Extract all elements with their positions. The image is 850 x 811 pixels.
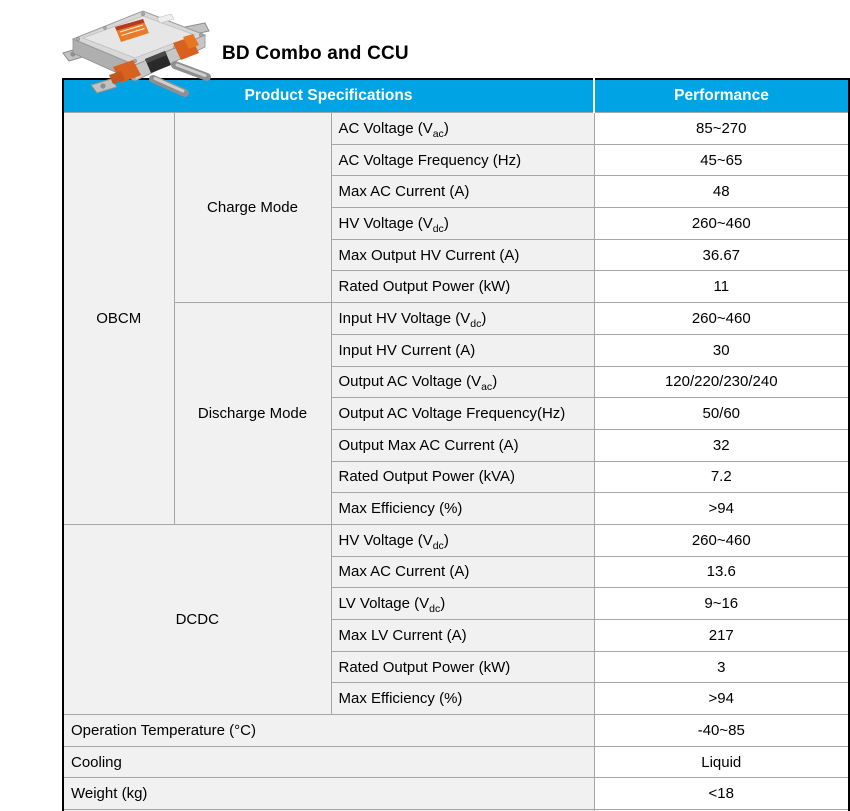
- spec-name-cell: AC Voltage Frequency (Hz): [330, 143, 595, 177]
- page-title: BD Combo and CCU: [222, 43, 409, 64]
- spec-name-cell: Max AC Current (A): [330, 175, 595, 209]
- spec-row: Input HV Current (A) 30: [63, 333, 850, 367]
- hv-connector-left: [109, 60, 141, 84]
- spec-row: Max Efficiency (%) >94: [63, 492, 850, 525]
- spec-value-cell: 45~65: [593, 143, 850, 177]
- spec-name-cell: Max Output HV Current (A): [330, 238, 595, 272]
- spec-row: DCDC HV Voltage (Vdc) 260~460: [62, 523, 850, 716]
- spec-row: Operation Temperature (°C) -40~85: [62, 714, 850, 747]
- spec-row: Cooling Liquid: [62, 745, 850, 779]
- group-cell-dcdc: DCDC: [62, 523, 332, 716]
- spec-row: Output AC Voltage (Vac) 120/220/230/240: [63, 365, 850, 399]
- spec-name-cell: Rated Output Power (kW): [330, 270, 595, 304]
- spec-row: Discharge Mode Input HV Voltage (Vdc) 260~…: [63, 302, 850, 525]
- spec-name-cell: HV Voltage (Vdc): [330, 207, 595, 240]
- spec-name-cell: Output AC Voltage (Vac): [330, 365, 595, 399]
- spec-name-cell: Max Efficiency (%): [330, 492, 595, 525]
- spec-name-cell: AC Voltage (Vac): [330, 112, 595, 145]
- spec-row: Rated Output Power (kVA) 7.2: [63, 460, 850, 494]
- subgroup-cell-charge-mode: Charge Mode: [173, 111, 332, 304]
- spec-row: Rated Output Power (kW) 11: [63, 270, 850, 304]
- hv-connector-right: [173, 34, 199, 60]
- spec-value-cell: Liquid: [593, 745, 850, 779]
- spec-value-cell: 9~16: [593, 587, 850, 620]
- spec-value-cell: 3: [593, 650, 850, 684]
- spec-name-cell: Operation Temperature (°C): [62, 714, 595, 747]
- spec-name-cell: Dimension LxWxH (mm): [62, 809, 595, 811]
- spec-name-cell: Weight (kg): [62, 777, 595, 811]
- spec-row: AC Voltage Frequency (Hz) 45~65: [63, 143, 850, 177]
- spec-row: HV Voltage (Vdc) 260~460: [63, 207, 850, 240]
- spec-value-cell: 85~270: [593, 112, 850, 145]
- subgroup-cell-discharge-mode: Discharge Mode: [173, 302, 332, 525]
- spec-value-cell: 36.67: [593, 238, 850, 272]
- spec-name-cell: Rated Output Power (kW): [330, 650, 595, 684]
- spec-value-cell: 13.6: [593, 555, 850, 589]
- spec-name-cell: Max Efficiency (%): [330, 682, 595, 716]
- spec-row: Output Max AC Current (A) 32: [63, 428, 850, 462]
- spec-name-cell: Max AC Current (A): [330, 555, 595, 589]
- spec-value-cell: 32: [593, 428, 850, 462]
- spec-value-cell: 30: [593, 333, 850, 367]
- spec-sticker: [156, 13, 175, 24]
- spec-row: Rated Output Power (kW) 3: [63, 650, 850, 684]
- spec-name-cell: Input HV Voltage (Vdc): [330, 302, 595, 335]
- warning-label: [115, 19, 149, 42]
- coolant-pipes: [149, 61, 211, 97]
- spec-value-cell: >94: [593, 682, 850, 716]
- spec-name-cell: Cooling: [62, 745, 595, 779]
- spec-row: Max AC Current (A) 13.6: [63, 555, 850, 589]
- signal-connector: [145, 51, 171, 73]
- spec-row: Max Efficiency (%) >94: [63, 682, 850, 716]
- spec-value-cell: 48: [593, 175, 850, 209]
- spec-name-cell: LV Voltage (Vdc): [330, 587, 595, 620]
- spec-value-cell: 460x310x110: [593, 809, 850, 811]
- header-row: Product Specifications Performance: [62, 78, 850, 113]
- spec-value-cell: 50/60: [593, 397, 850, 430]
- column-header-performance: Performance: [593, 78, 850, 113]
- spec-name-cell: HV Voltage (Vdc): [330, 523, 595, 557]
- spec-value-cell: <18: [593, 777, 850, 811]
- spec-value-cell: -40~85: [593, 714, 850, 747]
- spec-value-cell: 260~460: [593, 207, 850, 240]
- spec-row: Dimension LxWxH (mm)460x310x110: [62, 809, 850, 811]
- spec-value-cell: 260~460: [593, 523, 850, 557]
- spec-name-cell: Output AC Voltage Frequency(Hz): [330, 397, 595, 430]
- spec-name-cell: Input HV Current (A): [330, 333, 595, 367]
- spec-row: OBCM Charge Mode AC Voltage (Vac) 85~270: [62, 111, 850, 525]
- spec-row: Weight (kg) <18: [62, 777, 850, 811]
- spec-name-cell: Rated Output Power (kVA): [330, 460, 595, 494]
- group-cell-obcm: OBCM: [62, 112, 175, 525]
- spec-name-cell: Output Max AC Current (A): [330, 428, 595, 462]
- column-header-product-specifications: Product Specifications: [62, 78, 595, 113]
- spec-row: Max AC Current (A) 48: [63, 175, 850, 209]
- spec-name-cell: Max LV Current (A): [330, 619, 595, 652]
- spec-value-cell: 7.2: [593, 460, 850, 494]
- lid-plateau: [81, 15, 197, 59]
- spec-value-cell: 260~460: [593, 302, 850, 335]
- spec-value-cell: >94: [593, 492, 850, 525]
- spec-value-cell: 120/220/230/240: [593, 365, 850, 399]
- spec-table: Product Specifications Performance OBCM C…: [62, 78, 850, 811]
- spec-value-cell: 217: [593, 619, 850, 652]
- product-photo-image: [62, 10, 211, 97]
- spec-row: LV Voltage (Vdc) 9~16: [63, 587, 850, 620]
- spec-value-cell: 11: [593, 270, 850, 304]
